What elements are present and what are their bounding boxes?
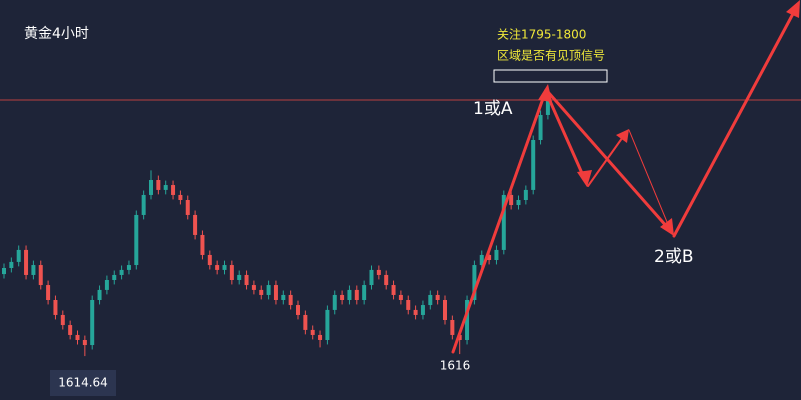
candle-body	[163, 185, 168, 190]
wave-label: 1或A	[473, 99, 513, 119]
candle-body	[384, 274, 389, 286]
candle-body	[119, 269, 124, 275]
candle-body	[68, 325, 73, 335]
candle-body	[112, 274, 117, 280]
arrow-up	[672, 8, 797, 238]
arrow-head	[577, 170, 592, 187]
candle-body	[450, 320, 455, 335]
candle-body	[413, 309, 418, 315]
candle-body	[310, 329, 315, 335]
candle-body	[251, 285, 256, 290]
candle-body	[75, 334, 80, 340]
candle-body	[38, 265, 43, 286]
candle-body	[16, 249, 21, 262]
candle-body	[82, 340, 87, 346]
candle-body	[53, 300, 58, 315]
candle-body	[244, 274, 249, 286]
candle-body	[443, 300, 447, 320]
candle-body	[435, 294, 440, 300]
candle-body	[420, 305, 425, 315]
candle-body	[362, 285, 367, 300]
candle-body	[538, 114, 543, 140]
candle-body	[90, 300, 95, 346]
candle-body	[281, 294, 286, 300]
candle-body	[369, 269, 374, 286]
candle-body	[296, 305, 300, 315]
candle-body	[222, 265, 227, 270]
arrow-head	[660, 218, 674, 236]
candle-body	[24, 249, 29, 275]
candle-body	[60, 314, 65, 326]
candle-body	[332, 294, 337, 310]
candle-body	[31, 265, 36, 275]
arrow-line	[628, 129, 673, 235]
candle-body	[354, 289, 359, 300]
candles	[0, 87, 801, 357]
low-label: 1616	[440, 359, 471, 373]
candle-body	[156, 180, 161, 190]
candle-body	[126, 265, 131, 270]
candle-body	[406, 300, 411, 310]
candle-body	[516, 200, 521, 206]
candle-body	[97, 289, 102, 300]
candle-body	[207, 254, 212, 266]
arrow-down	[544, 90, 587, 182]
candle-body	[46, 285, 51, 300]
candle-body	[215, 265, 220, 270]
price-label-box	[50, 370, 116, 396]
candle-body	[185, 200, 190, 215]
arrow-up	[451, 88, 548, 354]
candle-body	[259, 289, 264, 295]
candle-body	[266, 285, 271, 295]
candle-body	[141, 194, 146, 215]
candle-body	[494, 249, 499, 260]
candle-body	[178, 194, 183, 200]
candle-body	[303, 314, 308, 330]
arrow-head	[786, 0, 800, 18]
candle-body	[318, 334, 323, 340]
candle-body	[347, 289, 352, 300]
candle-body	[288, 294, 293, 306]
candle-body	[9, 261, 14, 268]
candle-body	[428, 294, 433, 306]
wave-label: 2或B	[654, 247, 693, 267]
candle-body	[376, 269, 381, 275]
projection-arrows	[451, 0, 800, 354]
candle-body	[200, 234, 205, 255]
candle-body	[149, 180, 153, 195]
candle-body	[545, 92, 550, 115]
note: 区域是否有见顶信号	[497, 49, 605, 63]
note: 关注1795-1800	[497, 27, 586, 42]
candle-body	[2, 268, 6, 275]
arrow-head	[616, 129, 629, 143]
candle-body	[193, 214, 198, 235]
candle-body	[531, 140, 536, 190]
candle-body	[472, 265, 477, 300]
candle-body	[479, 254, 484, 266]
candle-body	[465, 300, 470, 340]
low-label: 1614.64	[58, 376, 108, 390]
candle-body	[523, 189, 528, 200]
candle-body	[134, 214, 139, 266]
candle-body	[398, 294, 403, 300]
zone-box	[493, 69, 608, 83]
candle-body	[487, 254, 492, 260]
candle-body	[237, 274, 242, 280]
candle-body	[171, 185, 176, 195]
candle-body	[509, 194, 514, 206]
candle-body	[229, 265, 234, 280]
candle-body	[273, 285, 278, 300]
candle-body	[325, 309, 330, 340]
candle-body	[340, 294, 345, 300]
chart-title: 黄金4小时	[24, 25, 89, 42]
candle-body	[501, 194, 506, 250]
candle-body	[391, 285, 396, 295]
candle-body	[104, 280, 109, 290]
arrow-down	[546, 90, 670, 230]
